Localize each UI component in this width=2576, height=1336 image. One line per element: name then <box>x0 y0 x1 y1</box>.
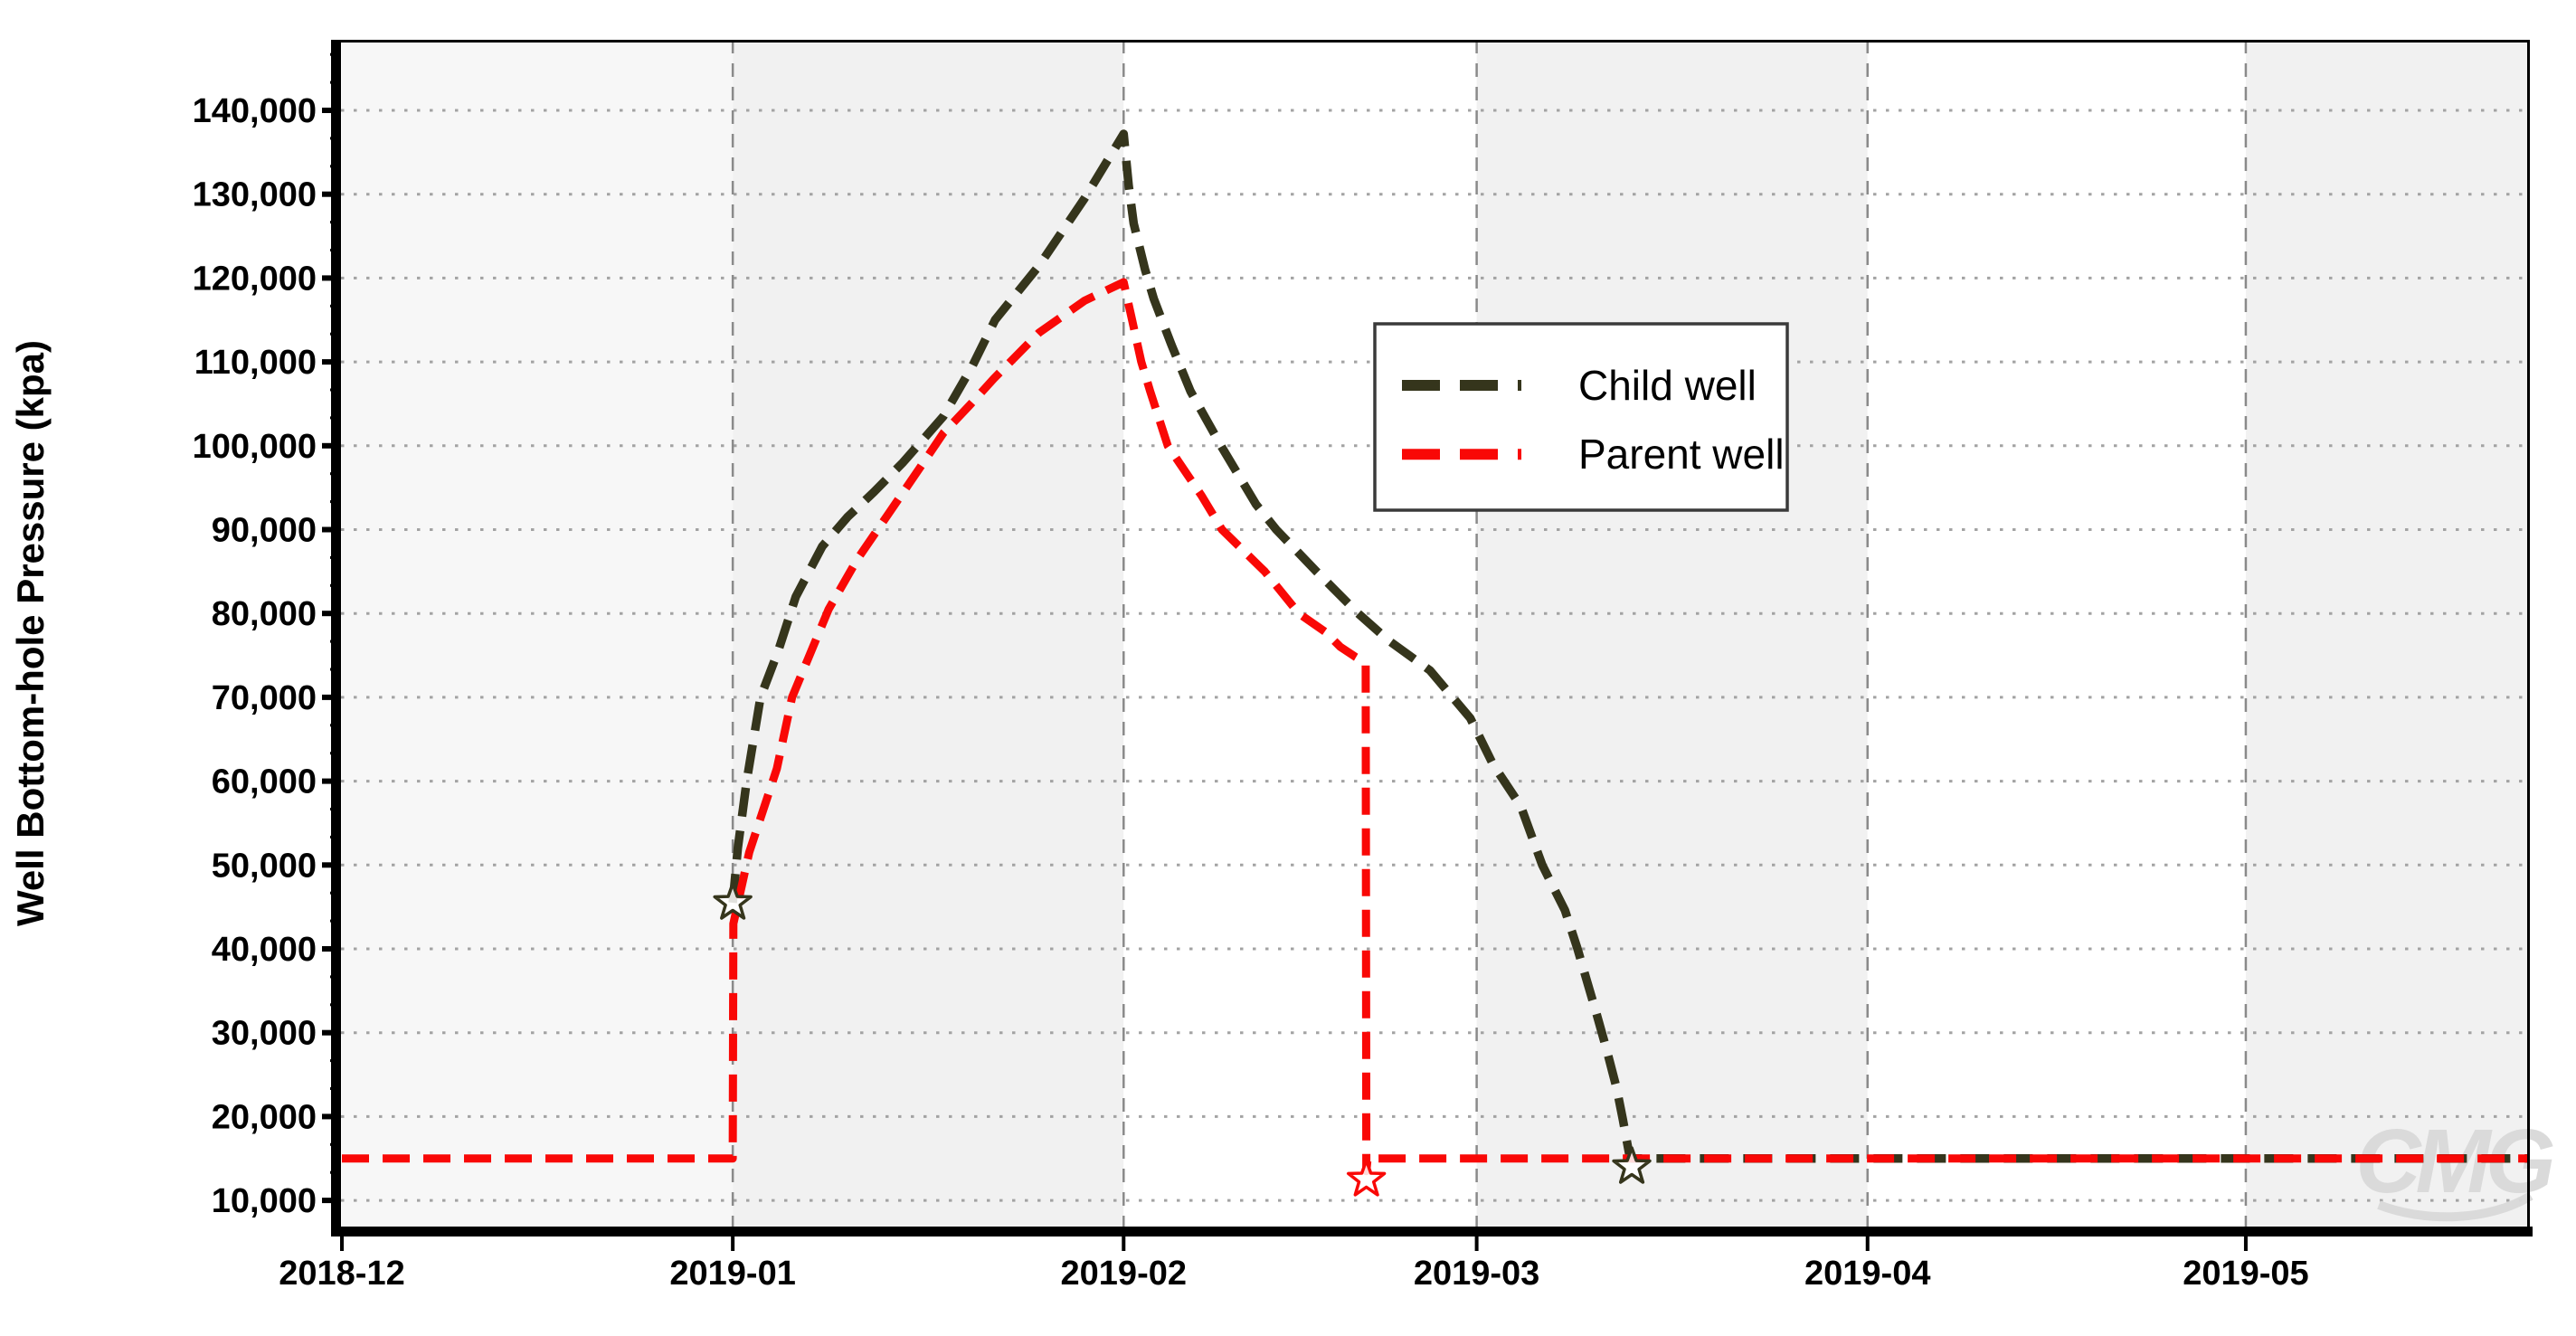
y-tick-label: 30,000 <box>212 1015 317 1053</box>
star-marker <box>713 882 753 920</box>
y-tick-label: 20,000 <box>212 1098 317 1136</box>
x-major-tick <box>1122 1237 1126 1251</box>
x-major-tick <box>1474 1237 1479 1251</box>
y-tick-label: 110,000 <box>194 344 317 382</box>
series-parent-well <box>342 278 2530 1176</box>
x-tick-label: 2019-03 <box>1414 1255 1539 1293</box>
month-band <box>1476 40 1868 1227</box>
y-tick-label: 80,000 <box>212 595 317 633</box>
star-marker <box>1346 1159 1387 1197</box>
y-tick-label: 120,000 <box>193 260 317 298</box>
x-tick-label: 2019-01 <box>669 1255 795 1293</box>
x-major-tick <box>731 1237 735 1251</box>
x-major-tick <box>2243 1237 2248 1251</box>
y-tick-label: 40,000 <box>212 931 317 969</box>
cmg-watermark: CMG <box>2355 1111 2559 1222</box>
series-child-well <box>728 129 2530 1163</box>
star-marker <box>1612 1146 1652 1184</box>
y-tick-label: 140,000 <box>193 92 317 130</box>
x-major-tick <box>1865 1237 1870 1251</box>
x-tick-label: 2019-04 <box>1804 1255 1930 1293</box>
legend-label: Child well <box>1578 362 1757 409</box>
cmg-watermark-swoosh <box>2377 1191 2533 1222</box>
x-major-tick <box>340 1237 344 1251</box>
y-tick-label: 130,000 <box>193 176 317 214</box>
month-band <box>1867 40 2246 1227</box>
y-tick-label: 10,000 <box>212 1182 317 1220</box>
y-tick-label: 90,000 <box>212 512 317 550</box>
y-tick-label: 70,000 <box>212 679 317 717</box>
month-band <box>1123 40 1477 1227</box>
x-tick-label: 2019-05 <box>2183 1255 2308 1293</box>
month-band <box>2245 40 2530 1227</box>
y-tick-label: 100,000 <box>193 428 317 466</box>
frame-top <box>331 40 2530 43</box>
frame-right <box>2527 40 2530 1227</box>
x-axis-line <box>331 1227 2533 1237</box>
month-band <box>733 40 1124 1227</box>
y-axis-title: Well Bottom-hole Pressure (kpa) <box>9 340 52 926</box>
legend-label: Parent well <box>1578 431 1785 478</box>
legend-box <box>1373 322 1789 512</box>
x-tick-label: 2019-02 <box>1061 1255 1187 1293</box>
y-tick-label: 60,000 <box>212 763 317 801</box>
y-tick-label: 50,000 <box>212 847 317 885</box>
x-tick-label: 2018-12 <box>279 1255 404 1293</box>
y-axis-line <box>331 40 341 1237</box>
month-band <box>342 40 734 1227</box>
